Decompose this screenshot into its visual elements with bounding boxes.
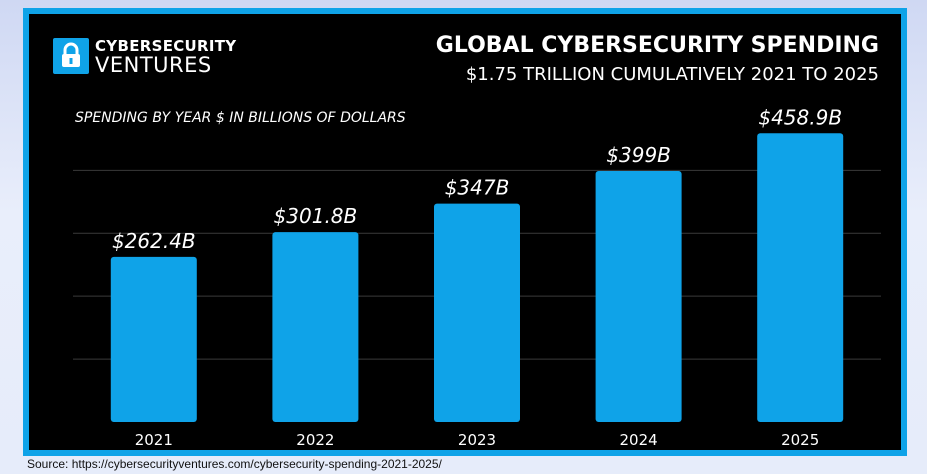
x-tick-label-2025: 2025 [781, 431, 819, 449]
chart-panel: CYBERSECURITY VENTURES GLOBAL CYBERSECUR… [29, 14, 901, 450]
brand-name-line1: CYBERSECURITY [95, 37, 237, 55]
chart-title: GLOBAL CYBERSECURITY SPENDING [435, 33, 879, 58]
x-tick-label-2022: 2022 [296, 431, 334, 449]
bar-2025 [757, 133, 844, 422]
data-label-2021: $262.4B [112, 229, 196, 253]
x-tick-label-2021: 2021 [135, 431, 173, 449]
bar-2023 [434, 203, 520, 422]
data-label-2023: $347B [445, 176, 510, 200]
data-label-2025: $458.9B [758, 105, 842, 129]
bar-2021 [110, 256, 197, 422]
lock-logo-icon [53, 38, 89, 74]
brand-name-line2: VENTURES [95, 53, 212, 77]
bar-2024 [595, 170, 682, 422]
chart-frame: CYBERSECURITY VENTURES GLOBAL CYBERSECUR… [23, 8, 907, 456]
x-tick-label-2023: 2023 [458, 431, 496, 449]
bar-chart: $262.4B 2021 $301.8B 2022 $347B 2023 $399B 2024… [73, 105, 881, 449]
x-tick-label-2024: 2024 [620, 431, 658, 449]
bar-2022 [272, 232, 359, 422]
source-citation: Source: https://cybersecurityventures.co… [27, 457, 442, 471]
y-axis-label: SPENDING BY YEAR $ IN BILLIONS OF DOLLAR… [75, 110, 406, 126]
chart-subtitle: $1.75 TRILLION CUMULATIVELY 2021 TO 2025 [465, 64, 879, 85]
data-label-2022: $301.8B [274, 204, 358, 228]
data-label-2024: $399B [606, 143, 671, 167]
